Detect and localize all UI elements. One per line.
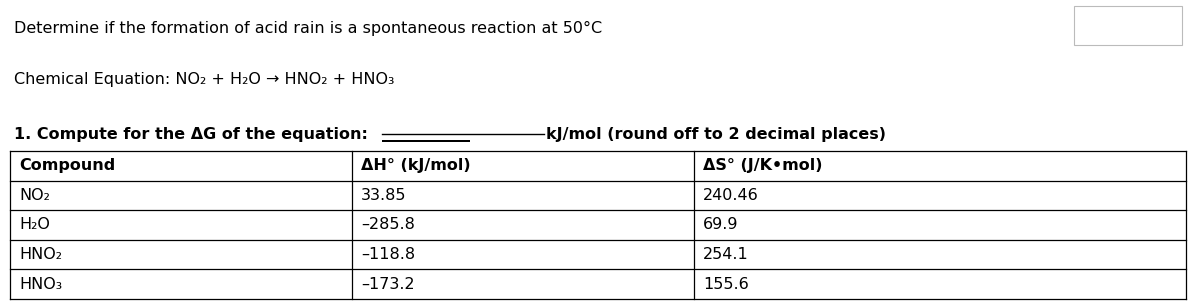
Text: HNO₃: HNO₃ <box>19 277 62 292</box>
Text: Chemical Equation: NO₂ + H₂O → HNO₂ + HNO₃: Chemical Equation: NO₂ + H₂O → HNO₂ + HN… <box>14 72 395 88</box>
Text: 1. Compute for the ΔG of the equation:: 1. Compute for the ΔG of the equation: <box>14 127 368 142</box>
Text: 254.1: 254.1 <box>703 247 749 262</box>
Text: NO₂: NO₂ <box>19 188 50 203</box>
Text: 69.9: 69.9 <box>703 217 739 233</box>
Text: HNO₂: HNO₂ <box>19 247 62 262</box>
Text: 155.6: 155.6 <box>703 277 749 292</box>
Text: kJ/mol (round off to 2 decimal places): kJ/mol (round off to 2 decimal places) <box>546 127 886 142</box>
Text: ΔH° (kJ/mol): ΔH° (kJ/mol) <box>361 158 470 173</box>
Text: –173.2: –173.2 <box>361 277 415 292</box>
Text: 33.85: 33.85 <box>361 188 407 203</box>
Text: –285.8: –285.8 <box>361 217 415 233</box>
Text: Determine if the formation of acid rain is a spontaneous reaction at 50°C: Determine if the formation of acid rain … <box>14 21 602 36</box>
Text: –118.8: –118.8 <box>361 247 415 262</box>
Text: Compound: Compound <box>19 158 115 173</box>
FancyBboxPatch shape <box>1074 6 1182 45</box>
Text: ___________: ___________ <box>382 127 469 142</box>
Text: ΔS° (J/K•mol): ΔS° (J/K•mol) <box>703 158 823 173</box>
Text: H₂O: H₂O <box>19 217 50 233</box>
Text: 240.46: 240.46 <box>703 188 758 203</box>
